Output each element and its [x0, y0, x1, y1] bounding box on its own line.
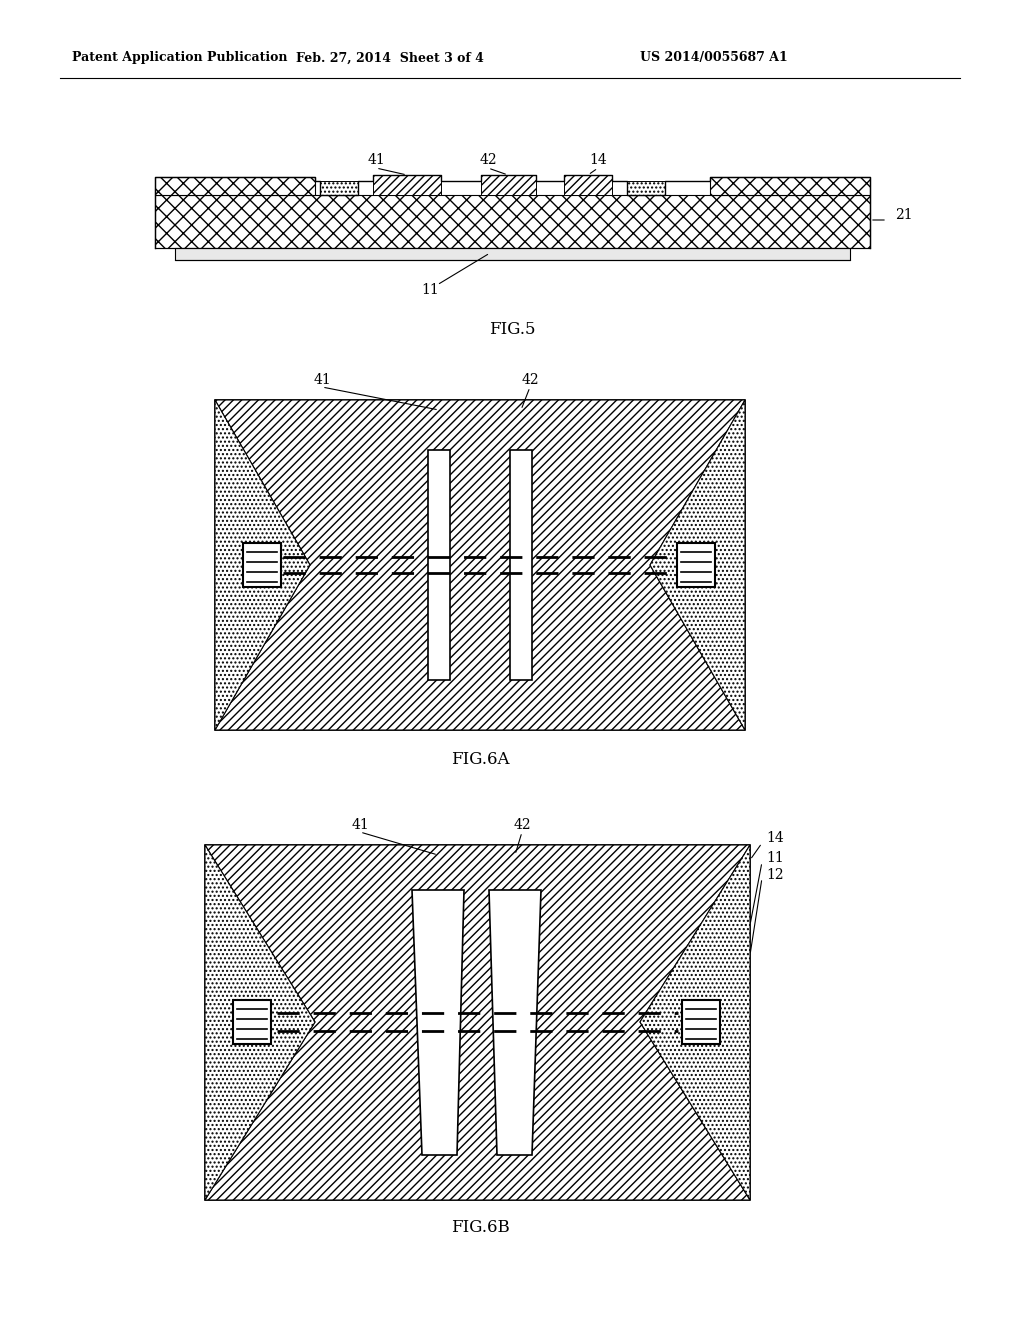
Bar	[319, 181, 358, 195]
Bar	[682, 1001, 720, 1044]
Text: 41: 41	[368, 153, 385, 168]
Text: 21: 21	[895, 209, 912, 222]
Text: 41: 41	[313, 374, 331, 387]
Bar	[233, 1001, 271, 1044]
Bar	[510, 450, 532, 680]
Text: 42: 42	[479, 153, 497, 168]
Bar	[205, 845, 750, 1200]
Text: 42: 42	[513, 818, 530, 832]
Text: 42: 42	[521, 374, 539, 387]
Bar	[373, 176, 441, 195]
Polygon shape	[650, 400, 745, 730]
Bar	[677, 543, 715, 587]
Text: Feb. 27, 2014  Sheet 3 of 4: Feb. 27, 2014 Sheet 3 of 4	[296, 51, 484, 65]
Text: FIG.5: FIG.5	[488, 322, 536, 338]
Text: 12: 12	[766, 869, 783, 882]
Text: 41: 41	[351, 818, 369, 832]
Polygon shape	[489, 890, 541, 1155]
Polygon shape	[205, 845, 750, 1200]
Text: 11: 11	[421, 282, 439, 297]
Bar	[627, 181, 665, 195]
Text: US 2014/0055687 A1: US 2014/0055687 A1	[640, 51, 787, 65]
Polygon shape	[215, 400, 310, 730]
Bar	[155, 177, 315, 195]
Bar	[428, 450, 450, 680]
Text: 14: 14	[766, 832, 783, 845]
Bar	[243, 543, 281, 587]
Bar	[710, 177, 870, 195]
Text: 11: 11	[766, 851, 783, 865]
Text: FIG.6A: FIG.6A	[451, 751, 509, 768]
Text: 14: 14	[589, 153, 607, 168]
Bar	[215, 400, 745, 730]
Bar	[155, 195, 870, 248]
Polygon shape	[412, 890, 464, 1155]
Polygon shape	[215, 400, 745, 730]
Bar	[175, 248, 850, 260]
Text: Patent Application Publication: Patent Application Publication	[72, 51, 288, 65]
Polygon shape	[205, 845, 315, 1200]
Text: FIG.6B: FIG.6B	[451, 1220, 509, 1237]
Polygon shape	[640, 845, 750, 1200]
Bar	[564, 176, 612, 195]
Bar	[481, 176, 536, 195]
